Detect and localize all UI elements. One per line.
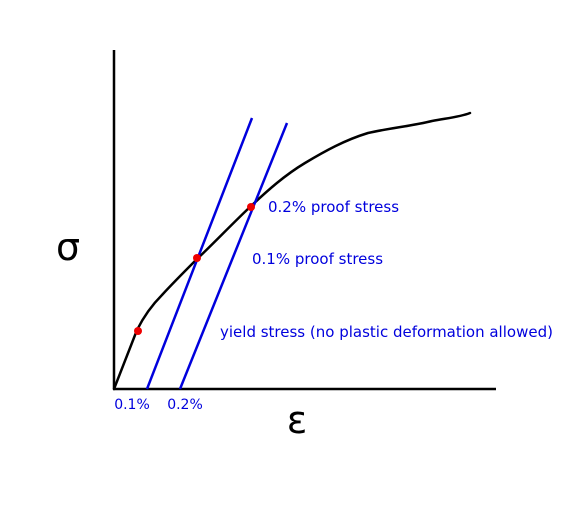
offset-line-0-1 xyxy=(145,117,254,390)
x-axis-symbol: ε xyxy=(287,398,308,442)
offset-line-0-2 xyxy=(178,122,289,390)
yield-point xyxy=(134,327,142,335)
proof-stress-0-1-point xyxy=(193,254,201,262)
annotation-0-1-proof-stress: 0.1% proof stress xyxy=(252,250,383,268)
annotation-yield-stress: yield stress (no plastic deformation all… xyxy=(220,323,553,341)
stress-strain-curve xyxy=(112,111,472,391)
y-axis-symbol: σ xyxy=(56,225,80,269)
proof-stress-0-2-point xyxy=(247,203,255,211)
annotation-0-2-proof-stress: 0.2% proof stress xyxy=(268,198,399,216)
tick-label-0-2: 0.2% xyxy=(167,397,203,413)
tick-label-0-1: 0.1% xyxy=(114,397,150,413)
